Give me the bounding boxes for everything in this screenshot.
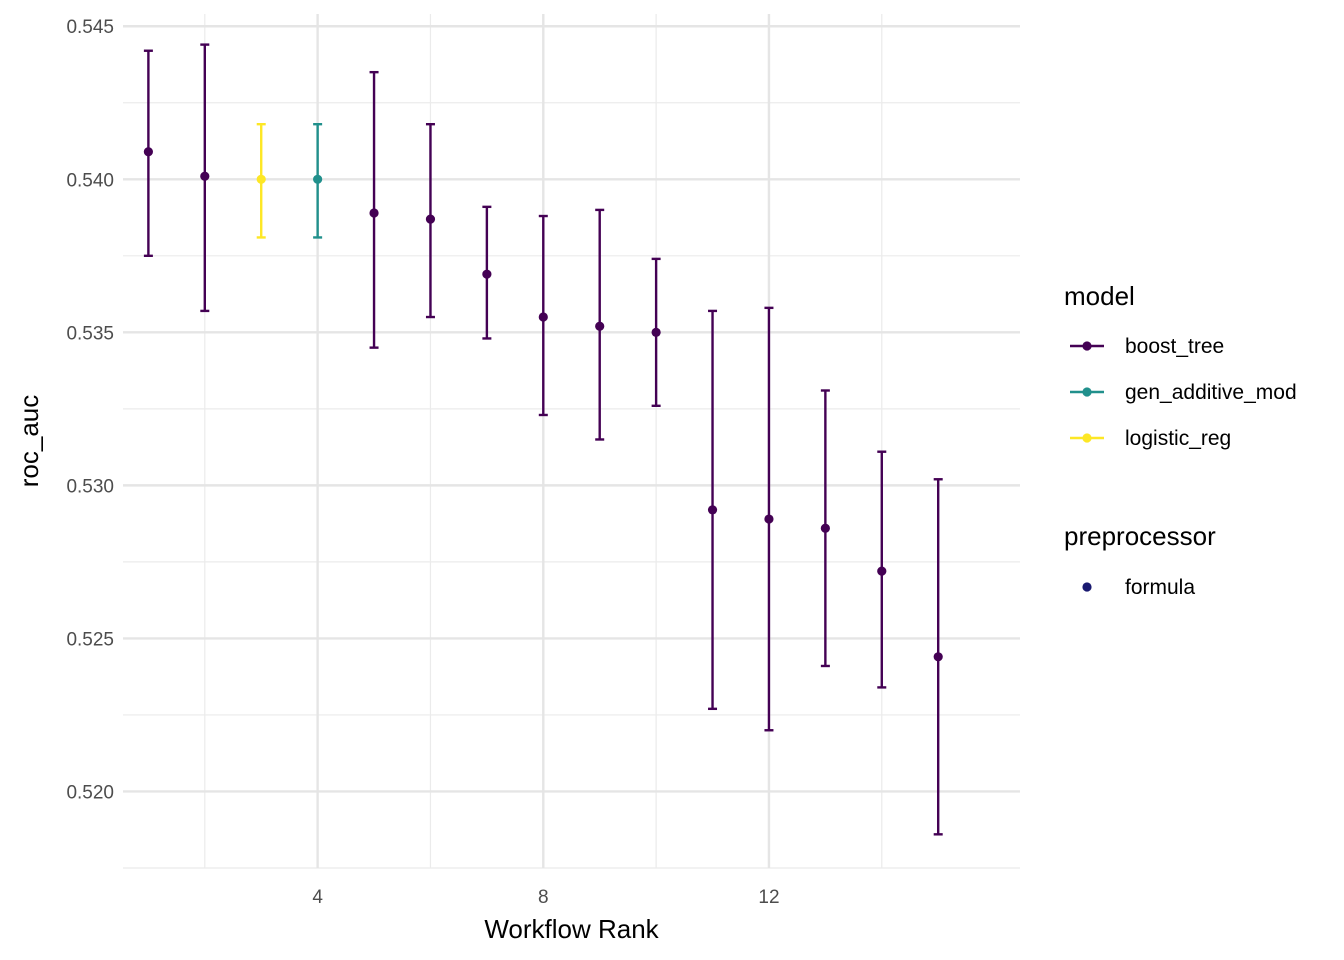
legend-preprocessor: preprocessor formula bbox=[1064, 521, 1216, 599]
data-marks bbox=[143, 43, 943, 836]
series-gen_additive_mod bbox=[313, 122, 323, 239]
series-boost_tree bbox=[143, 43, 943, 836]
y-tick-label: 0.520 bbox=[66, 782, 114, 803]
legend-key-point bbox=[1082, 433, 1092, 443]
y-tick-label: 0.545 bbox=[66, 17, 114, 38]
data-point bbox=[256, 174, 266, 184]
x-tick-label: 8 bbox=[538, 887, 549, 908]
y-axis-title: roc_auc bbox=[14, 395, 44, 488]
y-tick-label: 0.535 bbox=[66, 323, 114, 344]
legend-label: logistic_reg bbox=[1125, 427, 1231, 450]
data-point bbox=[651, 327, 661, 337]
legend-label: boost_tree bbox=[1125, 335, 1224, 358]
data-point bbox=[425, 214, 436, 224]
data-point bbox=[933, 652, 943, 662]
y-tick-label: 0.540 bbox=[66, 170, 114, 191]
grid bbox=[123, 14, 1020, 869]
legend: model boost_tree gen_additive_mod logistic_… bbox=[1064, 281, 1297, 599]
legend-key-point bbox=[1082, 582, 1092, 592]
y-tick-label: 0.525 bbox=[66, 629, 114, 650]
legend-key-point bbox=[1082, 341, 1092, 351]
data-point bbox=[707, 505, 718, 515]
legend-label: formula bbox=[1125, 576, 1195, 599]
data-point bbox=[369, 208, 379, 218]
legend-model: model boost_tree gen_additive_mod logistic_… bbox=[1064, 281, 1297, 450]
data-point bbox=[538, 312, 548, 322]
legend-key-point bbox=[1082, 387, 1092, 397]
x-tick-label: 4 bbox=[312, 887, 323, 908]
x-tick-label: 12 bbox=[758, 887, 779, 908]
legend-label: gen_additive_mod bbox=[1125, 381, 1297, 404]
data-point bbox=[877, 566, 887, 576]
data-point bbox=[143, 147, 153, 157]
legend-title: model bbox=[1064, 281, 1135, 311]
x-axis-title: Workflow Rank bbox=[484, 914, 659, 944]
data-point bbox=[820, 523, 830, 533]
data-point bbox=[313, 174, 323, 184]
data-point bbox=[482, 269, 492, 279]
data-point bbox=[595, 321, 605, 331]
data-point bbox=[200, 171, 210, 181]
legend-title: preprocessor bbox=[1064, 521, 1216, 551]
series-logistic_reg bbox=[256, 122, 266, 239]
data-point bbox=[764, 514, 774, 524]
y-axis-ticks: 0.520 0.525 0.530 0.535 0.540 0.545 bbox=[66, 17, 114, 803]
x-axis-ticks: 4 8 12 bbox=[312, 887, 779, 908]
y-tick-label: 0.530 bbox=[66, 476, 114, 497]
